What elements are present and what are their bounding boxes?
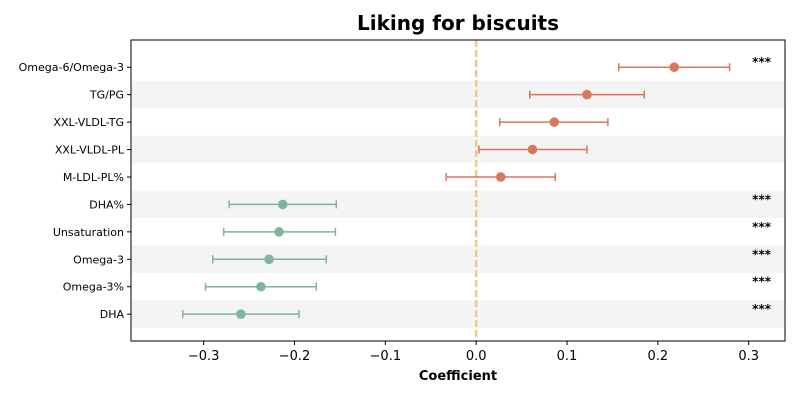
significance-label: *** (752, 302, 772, 316)
x-axis-ticks: −0.3 −0.2 −0.1 0.0 0.1 0.2 0.3 (188, 341, 759, 364)
y-tick-label: TG/PG (89, 89, 124, 102)
y-tick-label: XXL-VLDL-PL (55, 144, 125, 157)
data-row (212, 254, 328, 265)
estimate-point (495, 172, 506, 182)
significance-markers: *** *** *** *** *** *** (752, 55, 772, 316)
estimate-point (527, 144, 538, 155)
x-tick-label: −0.3 (188, 349, 220, 364)
x-tick-label: −0.1 (370, 349, 402, 364)
estimate-point (256, 281, 266, 292)
x-tick-label: 0.0 (466, 349, 487, 364)
x-tick-label: 0.2 (647, 349, 668, 364)
data-row (182, 309, 300, 319)
y-tick-label: Unsaturation (53, 226, 124, 239)
estimate-point (549, 117, 560, 127)
estimate-point (274, 227, 284, 237)
y-axis-labels: Omega-6/Omega-3 TG/PG XXL-VLDL-TG XXL-VLDL-… (19, 61, 131, 321)
y-tick-label: DHA (100, 308, 125, 321)
significance-label: *** (752, 192, 772, 206)
row-band (131, 80, 785, 109)
estimate-point (669, 62, 679, 73)
data-row (445, 172, 556, 182)
data-rows (182, 62, 731, 319)
row-band (131, 135, 785, 164)
data-row (478, 144, 588, 155)
y-tick-label: Omega-3 (73, 253, 124, 266)
data-row (529, 89, 645, 100)
significance-label: *** (752, 55, 772, 69)
chart-title: Liking for biscuits (357, 11, 559, 35)
data-row (228, 199, 338, 210)
data-row (618, 62, 731, 73)
significance-label: *** (752, 247, 772, 261)
estimate-point (277, 199, 288, 210)
y-tick-label: DHA% (89, 198, 124, 211)
y-tick-label: M-LDL-PL% (63, 171, 124, 184)
y-tick-label: XXL-VLDL-TG (53, 116, 124, 129)
y-tick-label: Omega-3% (63, 281, 124, 294)
x-tick-label: −0.2 (279, 349, 311, 364)
significance-label: *** (752, 275, 772, 289)
estimate-point (582, 89, 592, 100)
estimate-point (236, 309, 246, 319)
data-row (499, 117, 609, 127)
x-tick-label: 0.1 (557, 349, 578, 364)
plot-frame (130, 39, 786, 342)
x-axis-title: Coefficient (419, 369, 497, 384)
significance-label: *** (752, 220, 772, 234)
x-tick-label: 0.3 (738, 349, 759, 364)
estimate-point (264, 254, 274, 265)
data-row (222, 227, 337, 237)
y-tick-label: Omega-6/Omega-3 (19, 61, 124, 74)
data-row (204, 281, 318, 292)
